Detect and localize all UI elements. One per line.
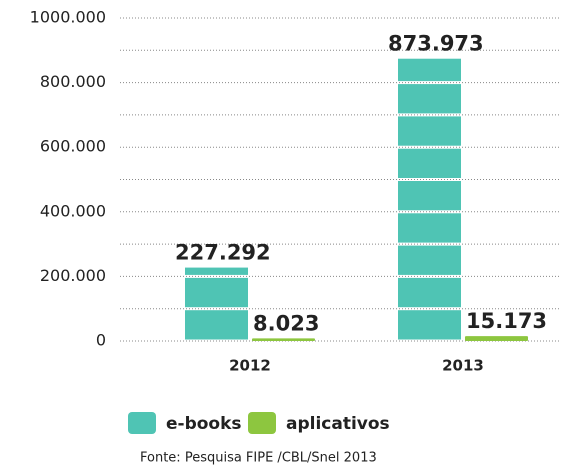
legend-swatch	[248, 412, 276, 434]
source: Fonte: Pesquisa FIPE /CBL/Snel 2013	[140, 451, 377, 466]
value-label: 15.173	[466, 309, 547, 333]
legend-swatch	[128, 412, 156, 434]
y-tick-label: 1000.000	[30, 8, 106, 27]
x-tick-label: 2012	[229, 357, 271, 375]
legend-label: e-books	[166, 414, 242, 434]
legend-label: aplicativos	[286, 414, 390, 434]
y-tick-label: 0	[96, 331, 106, 350]
bar	[252, 338, 315, 341]
bar	[465, 336, 528, 341]
value-label: 227.292	[175, 241, 271, 265]
bar	[185, 267, 248, 341]
bar	[398, 58, 461, 341]
y-tick-label: 200.000	[40, 266, 106, 285]
value-label: 8.023	[253, 311, 319, 335]
y-tick-label: 600.000	[40, 137, 106, 156]
y-tick-label: 800.000	[40, 72, 106, 91]
x-tick-label: 2013	[442, 357, 484, 375]
value-label: 873.973	[388, 32, 484, 56]
y-tick-label: 400.000	[40, 201, 106, 220]
